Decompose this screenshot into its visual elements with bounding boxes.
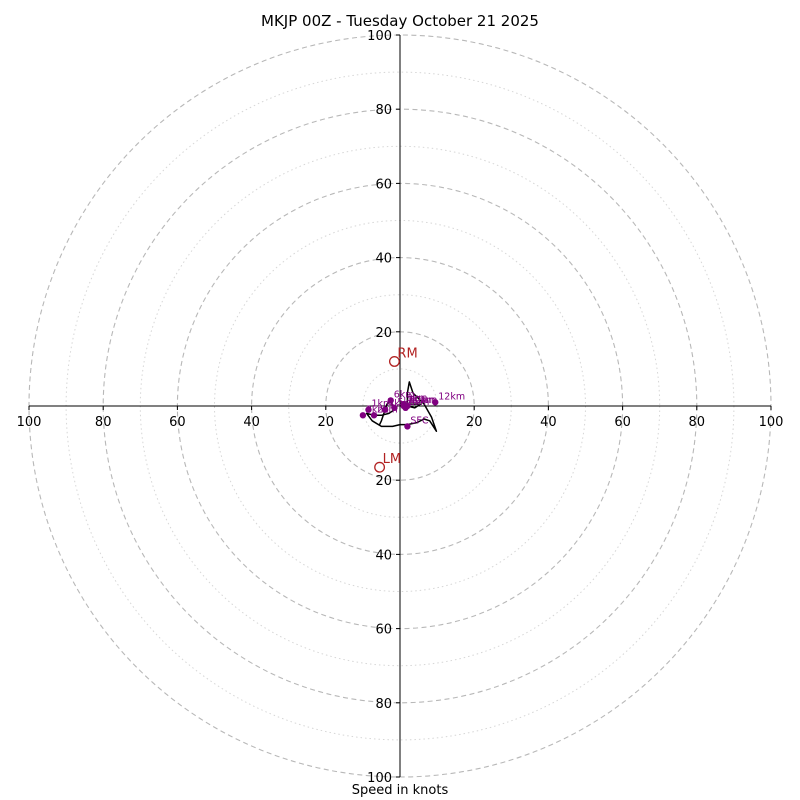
tick-label: 80 bbox=[689, 415, 706, 430]
height-marker-point bbox=[387, 397, 394, 404]
tick-label: 40 bbox=[243, 415, 260, 430]
height-marker-label: SFC bbox=[410, 415, 428, 426]
height-marker-point bbox=[370, 412, 378, 419]
tick-label: 60 bbox=[375, 623, 392, 638]
tick-label: 60 bbox=[614, 415, 631, 430]
tick-label: 60 bbox=[169, 415, 186, 430]
tick-label: 100 bbox=[367, 771, 392, 786]
tick-label: 60 bbox=[375, 177, 392, 192]
tick-label: 80 bbox=[375, 103, 392, 118]
height-marker-label: 12km bbox=[438, 391, 465, 402]
height-marker-label: 4km bbox=[388, 399, 409, 410]
tick-labels: 100 80 60 40 20 20 40 60 80 100 100 80 60 40 20 20 40 60 8… bbox=[17, 29, 784, 786]
height-marker-label: 1km bbox=[371, 399, 392, 410]
storm-motion-markers: RM LM bbox=[374, 346, 418, 473]
height-marker-point bbox=[404, 423, 411, 430]
tick-label: 20 bbox=[375, 326, 392, 341]
height-marker-point bbox=[432, 399, 439, 406]
tick-label: 20 bbox=[375, 474, 392, 489]
chart-title: MKJP 00Z - Tuesday October 21 2025 bbox=[261, 12, 539, 30]
hodograph-trace bbox=[365, 381, 438, 432]
height-marker-point bbox=[404, 402, 411, 410]
height-marker-label: 3km bbox=[366, 404, 387, 415]
height-marker-label: 11km bbox=[410, 395, 437, 406]
storm-motion-point bbox=[374, 461, 386, 473]
hodograph-line bbox=[365, 381, 438, 432]
tick-label: 100 bbox=[17, 415, 42, 430]
storm-motion-label: RM bbox=[397, 346, 417, 361]
tick-label: 100 bbox=[759, 415, 784, 430]
tick-label: 80 bbox=[95, 415, 112, 430]
height-marker-label: 9km bbox=[407, 393, 428, 404]
height-marker-label: 5km bbox=[397, 397, 418, 408]
height-marker-label: 8km bbox=[409, 397, 430, 408]
height-marker-point bbox=[381, 406, 389, 413]
height-markers: SFC1km2km3km4km5km6km7km8km9km10km11km12… bbox=[359, 389, 465, 430]
height-marker-point bbox=[359, 412, 367, 419]
height-marker-label: 7km bbox=[407, 395, 428, 406]
storm-motion-label: LM bbox=[383, 452, 401, 467]
tick-label: 40 bbox=[375, 548, 392, 563]
axes bbox=[29, 35, 771, 777]
x-axis-label: Speed in knots bbox=[351, 783, 449, 798]
tick-label: 20 bbox=[466, 415, 483, 430]
height-marker-label: 10km bbox=[409, 395, 436, 406]
height-marker-point bbox=[365, 406, 372, 413]
tick-label: 40 bbox=[375, 252, 392, 267]
tick-label: 100 bbox=[367, 29, 392, 44]
height-marker-label: 6km bbox=[394, 389, 415, 400]
storm-motion-point bbox=[388, 356, 400, 367]
tick-label: 20 bbox=[318, 415, 335, 430]
tick-label: 40 bbox=[540, 415, 557, 430]
height-marker-point bbox=[391, 404, 398, 412]
tick-label: 80 bbox=[375, 697, 392, 712]
